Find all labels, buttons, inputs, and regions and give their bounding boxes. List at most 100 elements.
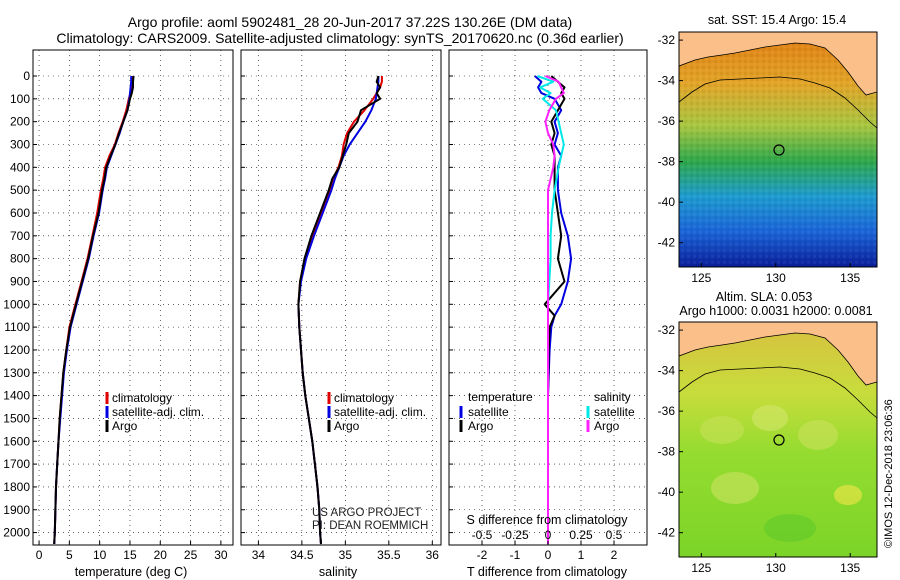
salinity-frame xyxy=(240,49,442,546)
legend-s-satellite: satellite xyxy=(594,405,635,419)
depth-tick-label: 400 xyxy=(10,160,30,174)
legend-climatology: climatology xyxy=(112,391,172,405)
depth-tick-label: 1100 xyxy=(4,320,30,334)
difference-top-xlabel: S difference from climatology xyxy=(467,513,629,527)
depth-tick-label: 1500 xyxy=(3,411,30,425)
series-line-salinity-argo xyxy=(544,75,565,544)
salinity-xticks: 34 34.5 35 35.5 36 xyxy=(252,541,440,562)
depth-tick-label: 100 xyxy=(10,92,30,106)
depth-tick-label: 1900 xyxy=(3,503,30,517)
sst-map-title: sat. SST: 15.4 Argo: 15.4 xyxy=(708,13,846,27)
depth-tick-label: 2000 xyxy=(3,526,30,540)
salinity-panel: 34 34.5 35 35.5 36 salinity climatology sate… xyxy=(240,49,442,579)
copyright: ©IMOS 12-Dec-2018 23:06:36 xyxy=(883,399,895,548)
x-tick-label: 5 xyxy=(66,548,73,562)
map-y-tick-label: -40 xyxy=(658,195,676,209)
map-y-tick-label: -42 xyxy=(658,526,676,540)
depth-tick-label: 1000 xyxy=(3,297,30,311)
depth-tick-label: 600 xyxy=(10,206,30,220)
map-y-tick-label: -42 xyxy=(658,236,676,250)
legend-satellite: satellite-adj. clim. xyxy=(112,405,204,419)
x-tick-label: 35 xyxy=(339,548,353,562)
x-tick-label: 30 xyxy=(214,548,228,562)
legend-t-satellite: satellite xyxy=(468,405,509,419)
credit-line-2: PI: DEAN ROEMMICH xyxy=(312,520,428,532)
difference-lines xyxy=(534,75,573,544)
depth-tick-label: 1800 xyxy=(3,480,30,494)
x-tick-label: 35.5 xyxy=(377,548,401,562)
depth-tick-label: 1400 xyxy=(3,389,30,403)
difference-grid xyxy=(449,50,647,545)
sla-map-panel: Altim. SLA: 0.053 Argo h1000: 0.0031 h20… xyxy=(658,290,878,575)
map-y-tick-label: -38 xyxy=(658,155,676,169)
legend-climatology: climatology xyxy=(334,391,394,405)
legend-satellite: satellite-adj. clim. xyxy=(334,405,426,419)
sst-land-mass xyxy=(678,31,878,96)
x-tick-label: 20 xyxy=(154,548,168,562)
x-tick-label: 0 xyxy=(545,548,552,562)
salinity-xlabel: salinity xyxy=(319,565,358,579)
map-y-tick-label: -38 xyxy=(658,445,676,459)
top-x-tick-label: 0.25 xyxy=(569,528,593,542)
temperature-xticks: 0 5 10 15 20 25 30 xyxy=(36,541,228,562)
depth-tick-label: 200 xyxy=(10,115,30,129)
sst-profile-marker xyxy=(773,144,785,156)
map-y-tick-label: -32 xyxy=(658,33,676,47)
x-tick-label: -1 xyxy=(510,548,521,562)
difference-panel: -2 -1 0 1 2 -0.5 -0.25 0 0.25 0.5 S difference f… xyxy=(448,49,648,579)
x-tick-label: 15 xyxy=(123,548,137,562)
sst-map-panel: sat. SST: 15.4 Argo: 15.4 125 130 135 -32 -3… xyxy=(658,13,878,285)
series-line-argo xyxy=(53,75,135,545)
sla-map-frame xyxy=(678,321,878,558)
sla-eddy xyxy=(798,420,838,450)
map-y-tick-label: -36 xyxy=(658,114,676,128)
sst-map-frame xyxy=(678,31,878,268)
difference-xticks: -2 -1 0 1 2 xyxy=(477,541,618,562)
series-line-argo xyxy=(297,75,382,545)
x-tick-label: 34.5 xyxy=(290,548,314,562)
depth-tick-label: 800 xyxy=(10,252,30,266)
temperature-frame xyxy=(32,49,234,546)
sla-map-title-1: Altim. SLA: 0.053 xyxy=(716,290,813,304)
sst-texture xyxy=(679,32,877,267)
depth-tick-label: 900 xyxy=(10,274,30,288)
x-tick-label: 25 xyxy=(184,548,198,562)
credit-line-1: US ARGO PROJECT xyxy=(312,507,421,519)
legend-argo: Argo xyxy=(334,419,360,433)
difference-legend: temperature satellite Argo salinity sate… xyxy=(459,390,635,433)
legend-salinity-title: salinity xyxy=(594,390,631,404)
sla-land-mass xyxy=(678,321,878,386)
sla-map-ticks: 125 130 135 -32 -34 -36 -38 -40 -42 xyxy=(658,323,861,575)
legend-t-argo: Argo xyxy=(468,419,494,433)
legend-argo: Argo xyxy=(112,419,138,433)
map-x-tick-label: 125 xyxy=(691,271,711,285)
salinity-lines xyxy=(297,75,383,545)
top-x-tick-label: -0.5 xyxy=(472,528,493,542)
depth-axis: 0 100 200 300 400 500 600 700 800 900 1000 1100 1200… xyxy=(3,69,30,540)
difference-xlabel: T difference from climatology xyxy=(467,565,628,579)
difference-top-xticks: -0.5 -0.25 0 0.25 0.5 xyxy=(472,528,623,542)
map-x-tick-label: 130 xyxy=(766,271,786,285)
sla-eddy xyxy=(834,485,862,505)
map-x-tick-label: 135 xyxy=(840,561,860,575)
x-tick-label: 36 xyxy=(426,548,440,562)
depth-tick-label: 300 xyxy=(10,137,30,151)
temperature-panel: 0 5 10 15 20 25 30 temperature (deg C) climato… xyxy=(32,49,234,579)
sla-profile-marker xyxy=(773,434,785,446)
map-y-tick-label: -34 xyxy=(658,364,676,378)
salinity-legend: climatology satellite-adj. clim. Argo xyxy=(327,391,426,433)
top-x-tick-label: -0.25 xyxy=(501,528,529,542)
depth-tick-label: 1300 xyxy=(3,366,30,380)
map-x-tick-label: 135 xyxy=(840,271,860,285)
title-line-1: Argo profile: aoml 5902481_28 20-Jun-201… xyxy=(128,14,572,30)
title-line-2: Climatology: CARS2009. Satellite-adjuste… xyxy=(56,30,623,46)
sla-contour xyxy=(678,366,878,419)
sla-eddy xyxy=(700,416,744,444)
sla-eddy xyxy=(752,405,788,431)
x-tick-label: 10 xyxy=(93,548,107,562)
sla-eddy xyxy=(764,514,816,542)
map-x-tick-label: 130 xyxy=(766,561,786,575)
temperature-legend: climatology satellite-adj. clim. Argo xyxy=(105,391,204,433)
map-y-tick-label: -34 xyxy=(658,74,676,88)
x-tick-label: 1 xyxy=(578,548,585,562)
